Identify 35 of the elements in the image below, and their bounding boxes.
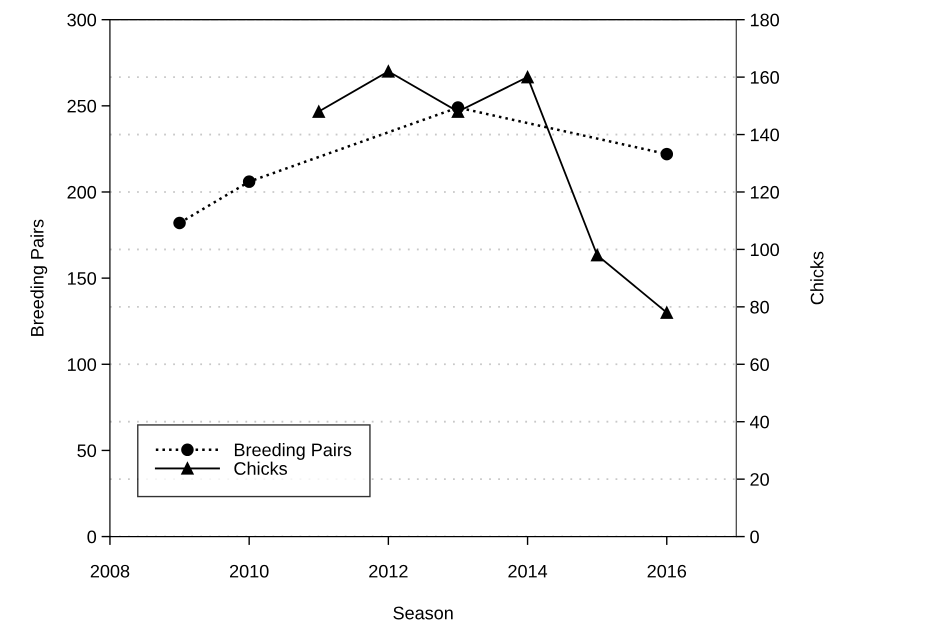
- y-tick-label: 200: [68, 186, 96, 199]
- y2-axis-title: Chicks: [810, 252, 824, 304]
- point: [242, 175, 256, 188]
- point: [312, 105, 326, 118]
- y2-tick-label: 160: [750, 71, 779, 84]
- point: [173, 216, 186, 230]
- y-tick-label: 0: [87, 530, 96, 544]
- y2-tick-label: 60: [750, 358, 769, 371]
- point: [660, 306, 674, 319]
- x-axis-title: Season: [393, 606, 453, 620]
- y2-tick-label: 40: [750, 416, 769, 428]
- y-tick-label: 300: [67, 14, 96, 26]
- point: [660, 148, 674, 160]
- x-tick-label: 2008: [90, 564, 130, 578]
- legend-label: Breeding Pairs: [234, 443, 352, 460]
- y2-tick-label: 80: [750, 300, 769, 314]
- legend-label: Chicks: [234, 462, 287, 475]
- y-tick-label: 150: [68, 272, 96, 285]
- y2-tick-label: 0: [750, 530, 759, 544]
- x-tick-label: 2010: [230, 564, 269, 578]
- y-tick-label: 250: [68, 100, 96, 113]
- y2-tick-label: 20: [750, 473, 769, 486]
- point: [590, 248, 604, 262]
- point: [521, 70, 534, 84]
- y-axis-title: Breeding Pairs: [30, 220, 48, 336]
- x-tick-label: 2016: [648, 564, 686, 578]
- y2-tick-label: 120: [750, 186, 779, 199]
- y-tick-label: 100: [68, 358, 96, 371]
- y2-tick-label: 140: [750, 128, 779, 142]
- x-tick-label: 2012: [369, 564, 408, 578]
- y-tick-label: 50: [77, 444, 96, 458]
- point: [382, 65, 395, 78]
- y2-tick-label: 100: [750, 243, 779, 256]
- y2-tick-label: 180: [750, 14, 779, 26]
- x-tick-label: 2014: [508, 564, 548, 578]
